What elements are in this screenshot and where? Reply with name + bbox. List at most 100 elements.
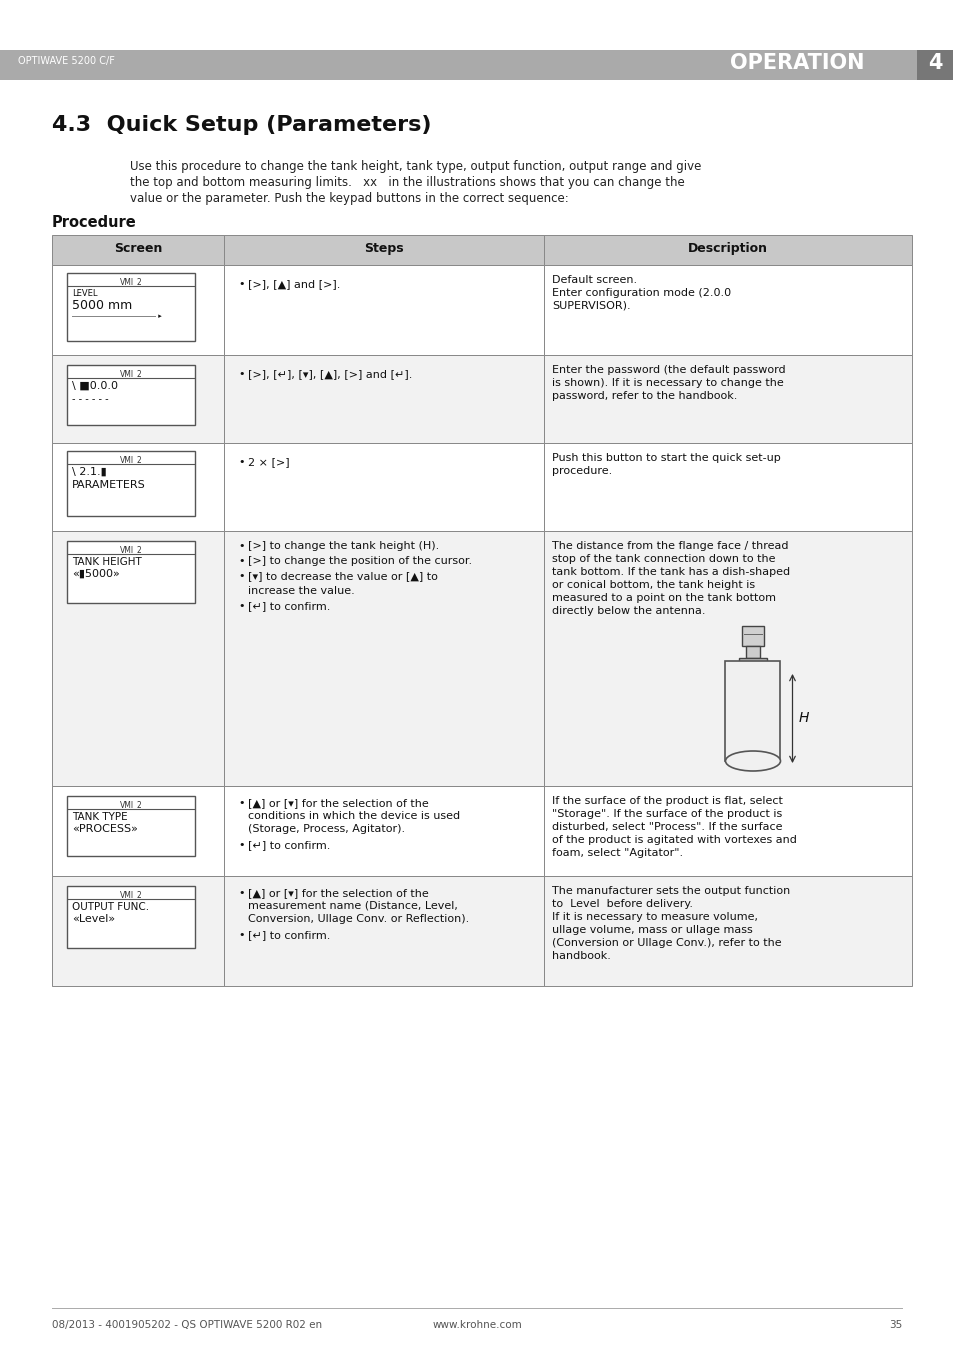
Text: or conical bottom, the tank height is: or conical bottom, the tank height is bbox=[552, 580, 755, 590]
Bar bbox=[224, 265, 543, 355]
Text: TANK TYPE: TANK TYPE bbox=[71, 812, 128, 821]
Text: •: • bbox=[237, 280, 244, 289]
Text: VMI_2: VMI_2 bbox=[119, 455, 142, 463]
Text: handbook.: handbook. bbox=[552, 951, 610, 961]
Text: value or the parameter. Push the keypad buttons in the correct sequence:: value or the parameter. Push the keypad … bbox=[130, 192, 568, 205]
Bar bbox=[67, 886, 194, 948]
Text: VMI_2: VMI_2 bbox=[119, 369, 142, 378]
Bar bbox=[52, 786, 224, 875]
Bar bbox=[67, 540, 194, 603]
Bar bbox=[52, 531, 224, 786]
Text: The distance from the flange face / thread: The distance from the flange face / thre… bbox=[552, 540, 788, 551]
Bar bbox=[224, 786, 543, 875]
Text: Description: Description bbox=[687, 242, 767, 255]
Text: \ ■0.0.0: \ ■0.0.0 bbox=[71, 381, 118, 390]
Text: Default screen.: Default screen. bbox=[552, 276, 637, 285]
Text: 35: 35 bbox=[888, 1320, 901, 1329]
Text: \ 2.1.▮: \ 2.1.▮ bbox=[71, 467, 107, 477]
Text: 2 × [>]: 2 × [>] bbox=[248, 457, 290, 467]
Text: Procedure: Procedure bbox=[52, 215, 136, 230]
Bar bbox=[52, 265, 224, 355]
Text: password, refer to the handbook.: password, refer to the handbook. bbox=[552, 390, 737, 401]
Text: ―――――――――――― ▸: ―――――――――――― ▸ bbox=[71, 313, 162, 319]
Text: is shown). If it is necessary to change the: is shown). If it is necessary to change … bbox=[552, 378, 783, 388]
Text: Screen: Screen bbox=[113, 242, 162, 255]
Text: [>] to change the tank height (H).: [>] to change the tank height (H). bbox=[248, 540, 438, 551]
Text: Use this procedure to change the tank height, tank type, output function, output: Use this procedure to change the tank he… bbox=[130, 159, 700, 173]
Text: •: • bbox=[237, 571, 244, 581]
Text: VMI_2: VMI_2 bbox=[119, 890, 142, 898]
Text: •: • bbox=[237, 888, 244, 898]
Bar bbox=[52, 443, 224, 531]
Bar bbox=[543, 265, 911, 355]
Text: [▾] to decrease the value or [▲] to: [▾] to decrease the value or [▲] to bbox=[248, 571, 437, 581]
Text: increase the value.: increase the value. bbox=[248, 586, 355, 596]
Text: OPTIWAVE 5200 C/F: OPTIWAVE 5200 C/F bbox=[18, 55, 114, 66]
Bar bbox=[67, 365, 194, 426]
Text: If it is necessary to measure volume,: If it is necessary to measure volume, bbox=[552, 912, 758, 921]
Text: procedure.: procedure. bbox=[552, 466, 612, 476]
Text: Push this button to start the quick set-up: Push this button to start the quick set-… bbox=[552, 453, 780, 463]
Text: PARAMETERS: PARAMETERS bbox=[71, 480, 146, 490]
Bar bbox=[739, 658, 766, 663]
Bar bbox=[748, 663, 757, 671]
Text: conditions in which the device is used: conditions in which the device is used bbox=[248, 811, 459, 821]
Text: OPERATION: OPERATION bbox=[729, 53, 863, 73]
Bar bbox=[67, 273, 194, 340]
Text: www.krohne.com: www.krohne.com bbox=[432, 1320, 521, 1329]
Bar bbox=[67, 451, 194, 516]
Text: •: • bbox=[237, 601, 244, 611]
Text: LEVEL: LEVEL bbox=[71, 289, 97, 299]
Text: •: • bbox=[237, 557, 244, 566]
Ellipse shape bbox=[724, 751, 780, 771]
Text: VMI_2: VMI_2 bbox=[119, 277, 142, 286]
Text: •: • bbox=[237, 840, 244, 850]
Text: [↵] to confirm.: [↵] to confirm. bbox=[248, 840, 330, 850]
Text: (Conversion or Ullage Conv.), refer to the: (Conversion or Ullage Conv.), refer to t… bbox=[552, 938, 781, 948]
Bar bbox=[543, 875, 911, 986]
Text: [↵] to confirm.: [↵] to confirm. bbox=[248, 929, 330, 940]
Text: - - - - - -: - - - - - - bbox=[71, 393, 109, 404]
Text: VMI_2: VMI_2 bbox=[119, 800, 142, 809]
Text: Enter configuration mode (2.0.0: Enter configuration mode (2.0.0 bbox=[552, 288, 730, 299]
Text: (Storage, Process, Agitator).: (Storage, Process, Agitator). bbox=[248, 824, 405, 834]
Text: •: • bbox=[237, 457, 244, 467]
Bar bbox=[0, 50, 953, 80]
Text: Enter the password (the default password: Enter the password (the default password bbox=[552, 365, 785, 376]
Text: disturbed, select "Process". If the surface: disturbed, select "Process". If the surf… bbox=[552, 821, 781, 832]
Text: If the surface of the product is flat, select: If the surface of the product is flat, s… bbox=[552, 796, 782, 807]
Bar bbox=[224, 875, 543, 986]
Text: ullage volume, mass or ullage mass: ullage volume, mass or ullage mass bbox=[552, 925, 752, 935]
Text: [↵] to confirm.: [↵] to confirm. bbox=[248, 601, 330, 611]
Text: foam, select "Agitator".: foam, select "Agitator". bbox=[552, 848, 682, 858]
Bar bbox=[745, 646, 760, 658]
Text: The manufacturer sets the output function: The manufacturer sets the output functio… bbox=[552, 886, 789, 896]
Text: •: • bbox=[237, 798, 244, 808]
Bar bbox=[224, 531, 543, 786]
Text: measured to a point on the tank bottom: measured to a point on the tank bottom bbox=[552, 593, 775, 603]
Bar bbox=[52, 355, 224, 443]
Text: 4: 4 bbox=[926, 53, 942, 73]
Text: VMI_2: VMI_2 bbox=[119, 544, 142, 554]
Bar bbox=[52, 875, 224, 986]
Text: measurement name (Distance, Level,: measurement name (Distance, Level, bbox=[248, 901, 457, 911]
Bar bbox=[224, 443, 543, 531]
Bar bbox=[916, 50, 953, 80]
Text: stop of the tank connection down to the: stop of the tank connection down to the bbox=[552, 554, 775, 563]
Bar bbox=[543, 355, 911, 443]
Text: TANK HEIGHT: TANK HEIGHT bbox=[71, 557, 142, 567]
Text: Conversion, Ullage Conv. or Reflection).: Conversion, Ullage Conv. or Reflection). bbox=[248, 915, 469, 924]
Text: Steps: Steps bbox=[364, 242, 403, 255]
Text: to  Level  before delivery.: to Level before delivery. bbox=[552, 898, 692, 909]
Bar bbox=[543, 235, 911, 265]
Bar bbox=[741, 626, 763, 646]
Text: •: • bbox=[237, 929, 244, 940]
Text: "Storage". If the surface of the product is: "Storage". If the surface of the product… bbox=[552, 809, 781, 819]
Bar bbox=[224, 235, 543, 265]
Text: «▮5000»: «▮5000» bbox=[71, 569, 120, 580]
Text: SUPERVISOR).: SUPERVISOR). bbox=[552, 301, 630, 311]
Text: the top and bottom measuring limits.   xx   in the illustrations shows that you : the top and bottom measuring limits. xx … bbox=[130, 176, 684, 189]
Text: tank bottom. If the tank has a dish-shaped: tank bottom. If the tank has a dish-shap… bbox=[552, 567, 789, 577]
Text: •: • bbox=[237, 369, 244, 380]
Bar bbox=[224, 355, 543, 443]
